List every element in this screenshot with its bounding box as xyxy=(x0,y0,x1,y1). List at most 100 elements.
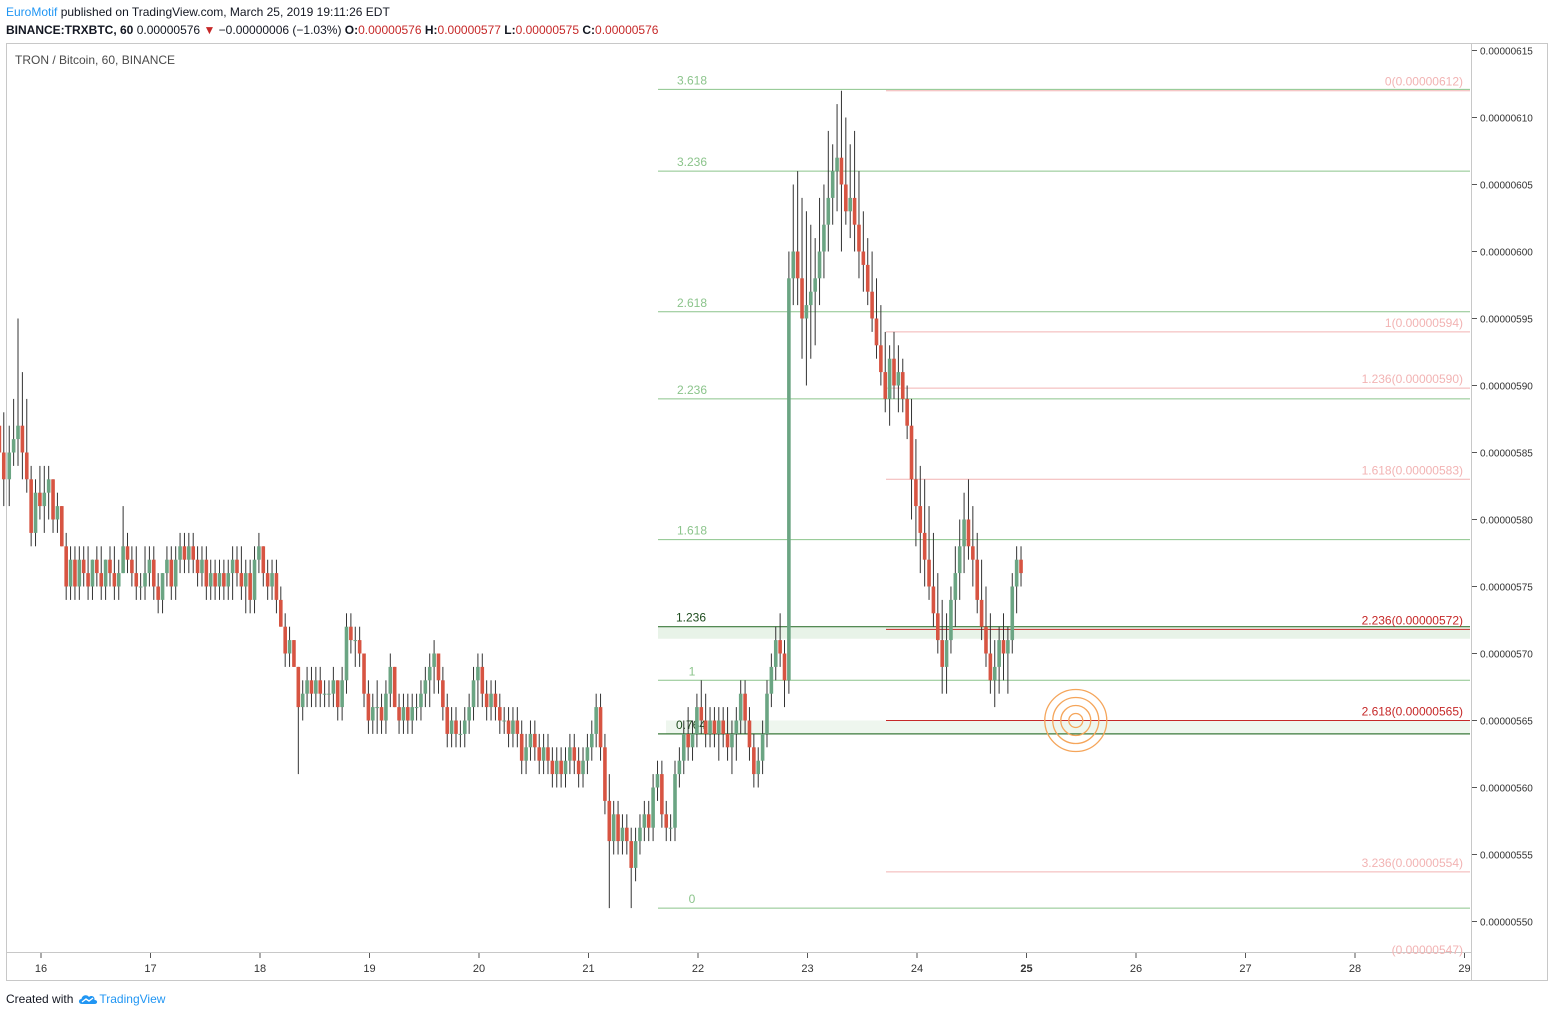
candle-down xyxy=(782,653,787,681)
candle-down xyxy=(29,479,33,533)
footer: Created with TradingView xyxy=(6,992,165,1006)
candle-down xyxy=(865,264,870,292)
candle-down xyxy=(441,680,445,708)
candle-up xyxy=(957,546,962,574)
candle-up xyxy=(471,680,476,708)
candle-up xyxy=(449,720,454,734)
tradingview-logo[interactable]: TradingView xyxy=(77,992,165,1006)
candle-up xyxy=(765,693,769,734)
candle-down xyxy=(112,573,117,587)
candle-up xyxy=(257,546,261,560)
candle-down xyxy=(861,251,866,265)
candle-up xyxy=(655,774,660,788)
candle-up xyxy=(7,452,12,480)
candle-up xyxy=(787,278,791,681)
fib-ext-label: 1.618 xyxy=(677,524,707,538)
candle-down xyxy=(984,626,988,654)
candle-down xyxy=(519,733,524,761)
candle-down xyxy=(182,546,187,560)
x-tick-label: 19 xyxy=(363,963,375,975)
candle-up xyxy=(835,157,839,172)
fib-ext-label: 2.618 xyxy=(677,296,707,310)
candle-up xyxy=(953,573,958,600)
candle-up xyxy=(305,680,309,694)
candle-down xyxy=(1019,559,1023,574)
candle-down xyxy=(721,720,725,734)
candle-down xyxy=(870,291,874,319)
candle-down xyxy=(909,425,914,480)
y-tick-label: 0.00000605 xyxy=(1480,181,1533,192)
candle-up xyxy=(611,814,616,842)
candle-down xyxy=(725,733,730,748)
candle-up xyxy=(808,291,813,306)
candle-up xyxy=(467,707,471,721)
candle-up xyxy=(681,733,686,761)
candle-up xyxy=(300,693,305,708)
candle-up xyxy=(642,814,647,828)
candle-up xyxy=(370,707,375,721)
candle-up xyxy=(717,720,721,734)
candle-up xyxy=(90,559,95,587)
candle-down xyxy=(616,814,620,842)
fib-band xyxy=(666,720,1470,734)
candle-up xyxy=(887,358,892,399)
y-tick-label: 0.00000595 xyxy=(1480,315,1533,326)
candle-up xyxy=(554,760,559,775)
candle-up xyxy=(208,573,213,587)
fib-ext-label: 1.236 xyxy=(676,611,706,625)
candle-up xyxy=(813,278,817,292)
x-tick-label: 28 xyxy=(1349,963,1361,975)
candle-down xyxy=(879,345,883,373)
x-tick-label: 26 xyxy=(1130,963,1142,975)
candle-down xyxy=(550,760,555,775)
candle-up xyxy=(226,573,231,587)
candle-down xyxy=(598,707,603,748)
candle-down xyxy=(108,559,112,574)
candle-up xyxy=(458,733,463,735)
candle-down xyxy=(874,318,879,346)
open-value: 0.00000576 xyxy=(358,23,422,37)
candle-down xyxy=(38,492,42,507)
candle-down xyxy=(629,841,634,868)
time-scale[interactable] xyxy=(6,953,1472,981)
candle-up xyxy=(738,693,743,721)
candle-up xyxy=(541,747,546,761)
candle-down xyxy=(795,251,800,279)
candle-down xyxy=(979,599,984,627)
candle-down xyxy=(169,559,174,587)
candle-up xyxy=(178,546,182,560)
candle-up xyxy=(489,693,493,708)
candle-up xyxy=(55,506,60,520)
target-circle xyxy=(1044,688,1108,753)
candle-up xyxy=(11,439,16,453)
candle-down xyxy=(966,519,971,547)
candle-down xyxy=(86,573,90,587)
candle-up xyxy=(949,599,953,641)
candle-down xyxy=(454,720,458,734)
tradingview-brand[interactable]: TradingView xyxy=(99,992,166,1006)
candle-up xyxy=(77,559,82,587)
candle-down xyxy=(195,559,200,574)
y-tick-label: 0.00000575 xyxy=(1480,583,1533,594)
price-scale[interactable] xyxy=(1472,43,1548,981)
candle-up xyxy=(502,720,506,722)
fib-ret-label: 1(0.00000594) xyxy=(1385,316,1463,330)
candle-down xyxy=(940,640,944,667)
target-circle xyxy=(1060,704,1092,737)
candle-up xyxy=(997,640,1001,667)
candle-up xyxy=(1014,559,1019,587)
fib-ret-label: 0(0.00000612) xyxy=(1385,75,1463,89)
candle-down xyxy=(95,559,99,574)
candle-down xyxy=(546,747,550,761)
x-tick-label: 21 xyxy=(582,963,594,975)
x-tick-label: 23 xyxy=(801,963,813,975)
author-link[interactable]: EuroMotif xyxy=(6,5,58,19)
candle-up xyxy=(690,733,695,748)
candle-down xyxy=(406,707,410,721)
candle-up xyxy=(944,640,949,667)
candle-up xyxy=(423,680,428,694)
x-tick-label: 17 xyxy=(144,963,156,975)
candle-down xyxy=(296,666,301,708)
candle-down xyxy=(625,827,629,842)
chart-pane[interactable] xyxy=(6,43,1472,953)
